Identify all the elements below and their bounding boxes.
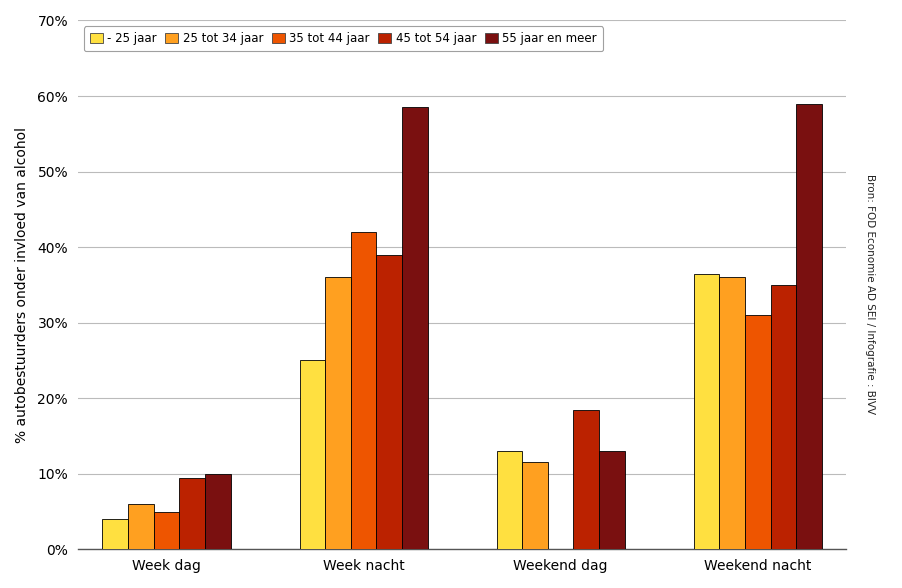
Bar [574,409,599,549]
Bar [796,103,822,549]
Y-axis label: % autobestuurders onder invloed van alcohol: % autobestuurders onder invloed van alco… [15,127,29,443]
Bar [376,255,402,549]
Bar [770,285,796,549]
Bar [402,108,428,549]
Bar [745,315,770,549]
Bar [153,512,179,549]
Bar [497,451,522,549]
Bar [599,451,625,549]
Bar [522,462,548,549]
Bar [128,504,153,549]
Bar [719,278,745,549]
Bar [694,273,719,549]
Bar [103,519,128,549]
Bar [351,232,376,549]
Bar [179,477,205,549]
Text: Bron: FOD Economie AD SEI / Infografie : BIVV: Bron: FOD Economie AD SEI / Infografie :… [865,174,876,414]
Bar [299,360,325,549]
Legend: - 25 jaar, 25 tot 34 jaar, 35 tot 44 jaar, 45 tot 54 jaar, 55 jaar en meer: - 25 jaar, 25 tot 34 jaar, 35 tot 44 jaa… [84,26,603,51]
Bar [325,278,351,549]
Bar [205,474,231,549]
